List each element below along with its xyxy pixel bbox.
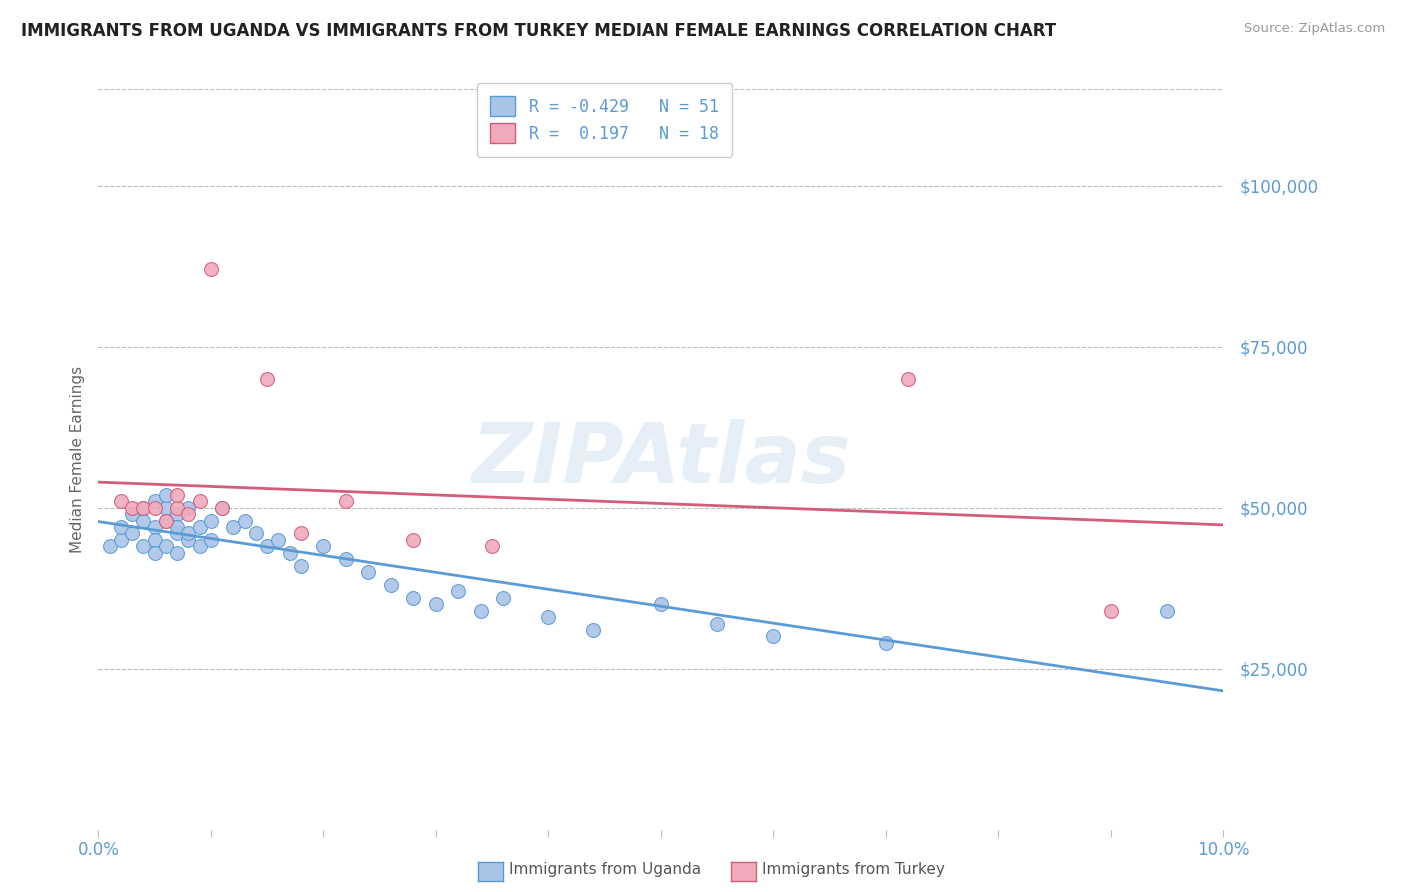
- Text: IMMIGRANTS FROM UGANDA VS IMMIGRANTS FROM TURKEY MEDIAN FEMALE EARNINGS CORRELAT: IMMIGRANTS FROM UGANDA VS IMMIGRANTS FRO…: [21, 22, 1056, 40]
- Point: [470, 604, 492, 618]
- Point: [481, 539, 503, 553]
- Point: [166, 488, 188, 502]
- Point: [177, 507, 200, 521]
- Point: [143, 500, 166, 515]
- Point: [188, 520, 211, 534]
- Text: Immigrants from Uganda: Immigrants from Uganda: [509, 863, 702, 877]
- Point: [245, 526, 267, 541]
- Point: [1099, 604, 1122, 618]
- Point: [110, 494, 132, 508]
- Point: [98, 539, 121, 553]
- Point: [357, 565, 380, 579]
- Point: [200, 262, 222, 277]
- Point: [290, 526, 312, 541]
- Point: [143, 520, 166, 534]
- Point: [166, 500, 188, 515]
- Point: [177, 500, 200, 515]
- Point: [143, 533, 166, 547]
- Point: [166, 507, 188, 521]
- Point: [188, 494, 211, 508]
- Point: [166, 526, 188, 541]
- Point: [402, 591, 425, 605]
- Point: [762, 629, 785, 643]
- Point: [312, 539, 335, 553]
- Point: [897, 372, 920, 386]
- Point: [200, 514, 222, 528]
- Point: [492, 591, 515, 605]
- Point: [143, 546, 166, 560]
- Point: [425, 597, 447, 611]
- Point: [143, 494, 166, 508]
- Point: [256, 539, 278, 553]
- Point: [650, 597, 672, 611]
- Point: [380, 578, 402, 592]
- Point: [132, 514, 155, 528]
- Point: [121, 526, 143, 541]
- Point: [166, 520, 188, 534]
- Point: [211, 500, 233, 515]
- Point: [335, 494, 357, 508]
- Point: [233, 514, 256, 528]
- Point: [155, 488, 177, 502]
- Point: [155, 514, 177, 528]
- Point: [110, 520, 132, 534]
- Point: [211, 500, 233, 515]
- Point: [177, 533, 200, 547]
- Point: [177, 526, 200, 541]
- Point: [110, 533, 132, 547]
- Point: [155, 500, 177, 515]
- Point: [155, 514, 177, 528]
- Point: [166, 546, 188, 560]
- Point: [256, 372, 278, 386]
- Point: [200, 533, 222, 547]
- Point: [402, 533, 425, 547]
- Point: [447, 584, 470, 599]
- Y-axis label: Median Female Earnings: Median Female Earnings: [69, 366, 84, 553]
- Point: [222, 520, 245, 534]
- Point: [537, 610, 560, 624]
- Point: [132, 500, 155, 515]
- Point: [290, 558, 312, 573]
- Legend: R = -0.429   N = 51, R =  0.197   N = 18: R = -0.429 N = 51, R = 0.197 N = 18: [477, 83, 733, 157]
- Point: [121, 507, 143, 521]
- Point: [278, 546, 301, 560]
- Point: [706, 616, 728, 631]
- Text: Immigrants from Turkey: Immigrants from Turkey: [762, 863, 945, 877]
- Point: [582, 623, 605, 637]
- Text: ZIPAtlas: ZIPAtlas: [471, 419, 851, 500]
- Point: [1156, 604, 1178, 618]
- Point: [875, 636, 897, 650]
- Text: Source: ZipAtlas.com: Source: ZipAtlas.com: [1244, 22, 1385, 36]
- Point: [335, 552, 357, 566]
- Point: [132, 500, 155, 515]
- Point: [267, 533, 290, 547]
- Point: [132, 539, 155, 553]
- Point: [188, 539, 211, 553]
- Point: [121, 500, 143, 515]
- Point: [155, 539, 177, 553]
